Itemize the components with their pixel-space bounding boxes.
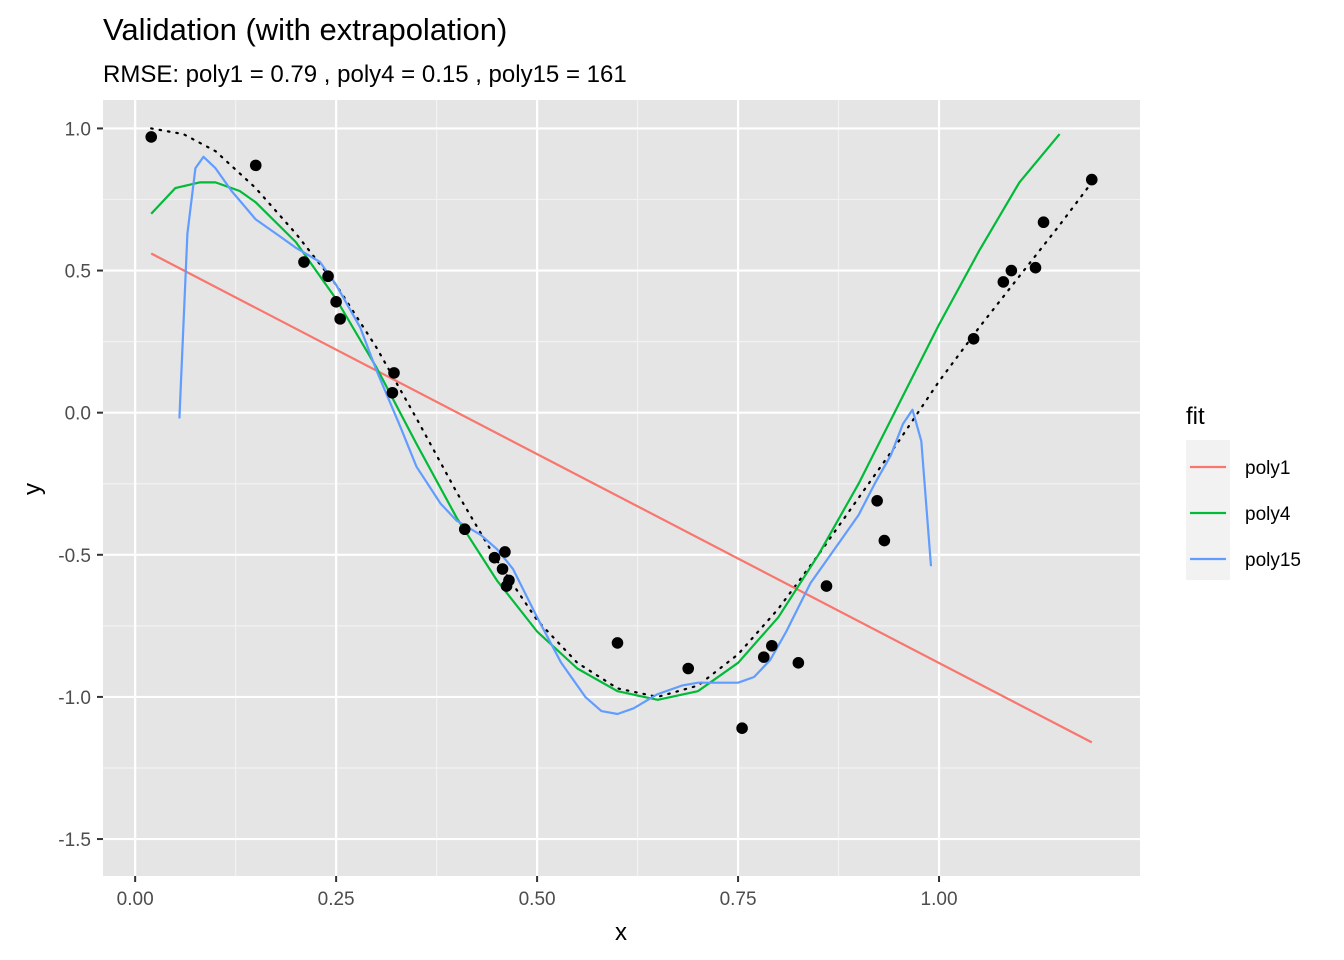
data-point	[736, 722, 748, 734]
chart-title: Validation (with extrapolation)	[103, 12, 507, 47]
data-point	[878, 534, 891, 547]
legend-title: fit	[1186, 403, 1205, 430]
y-tick-label: 0.5	[65, 262, 91, 283]
data-point	[967, 332, 980, 345]
x-axis-title: x	[615, 919, 627, 946]
data-point	[792, 657, 805, 669]
data-point	[496, 563, 509, 575]
legend: fit poly1 poly4 poly15	[1186, 403, 1301, 580]
series-layer	[150, 127, 1093, 744]
major-gridlines	[103, 100, 1140, 876]
legend-label-poly1: poly1	[1245, 458, 1290, 479]
data-point	[1085, 173, 1098, 186]
x-tick-label: 0.75	[720, 889, 757, 910]
chart-subtitle: RMSE: poly1 = 0.79 , poly4 = 0.15 , poly…	[103, 61, 627, 88]
x-tick-label: 1.00	[921, 889, 958, 910]
data-point	[145, 131, 158, 143]
data-point	[611, 637, 624, 649]
x-tick-label: 0.50	[519, 889, 556, 910]
y-tick-label: -1.5	[58, 830, 91, 851]
data-point	[820, 580, 833, 592]
data-point	[249, 159, 262, 172]
series-line-poly4	[150, 133, 1061, 701]
true-curve-line	[150, 127, 1093, 699]
data-point	[499, 546, 511, 558]
data-point	[1037, 216, 1050, 229]
series-line-poly1	[150, 252, 1093, 744]
legend-label-poly15: poly15	[1245, 550, 1301, 571]
data-point	[871, 494, 883, 507]
legend-label-poly4: poly4	[1245, 504, 1291, 525]
y-axis: 1.0 0.5 0.0 -0.5 -1.0 -1.5	[58, 119, 103, 851]
data-point	[682, 662, 695, 675]
data-point	[322, 270, 334, 283]
plot-panel	[103, 100, 1140, 876]
data-point	[1005, 264, 1018, 277]
minor-gridlines	[103, 100, 1140, 876]
legend-key-background	[1186, 440, 1230, 580]
x-axis: 0.00 0.25 0.50 0.75 1.00	[117, 876, 958, 910]
data-point	[330, 296, 342, 308]
y-tick-label: -1.0	[58, 688, 91, 709]
y-tick-label: -0.5	[58, 546, 91, 567]
data-point	[386, 386, 399, 399]
points-layer	[145, 131, 1098, 734]
data-point	[388, 367, 400, 379]
y-tick-label: 1.0	[65, 119, 91, 140]
data-point	[997, 276, 1010, 288]
y-axis-title: y	[19, 483, 46, 495]
data-point	[334, 313, 346, 325]
data-point	[488, 551, 501, 564]
y-tick-label: 0.0	[65, 404, 91, 425]
data-point	[766, 639, 778, 652]
x-tick-label: 0.00	[117, 889, 154, 910]
x-tick-label: 0.25	[318, 889, 355, 910]
data-point	[1029, 261, 1042, 274]
data-point	[458, 523, 471, 536]
data-point	[298, 256, 310, 268]
data-point	[757, 651, 770, 663]
data-point	[503, 574, 515, 587]
series-line-poly15	[178, 155, 933, 716]
